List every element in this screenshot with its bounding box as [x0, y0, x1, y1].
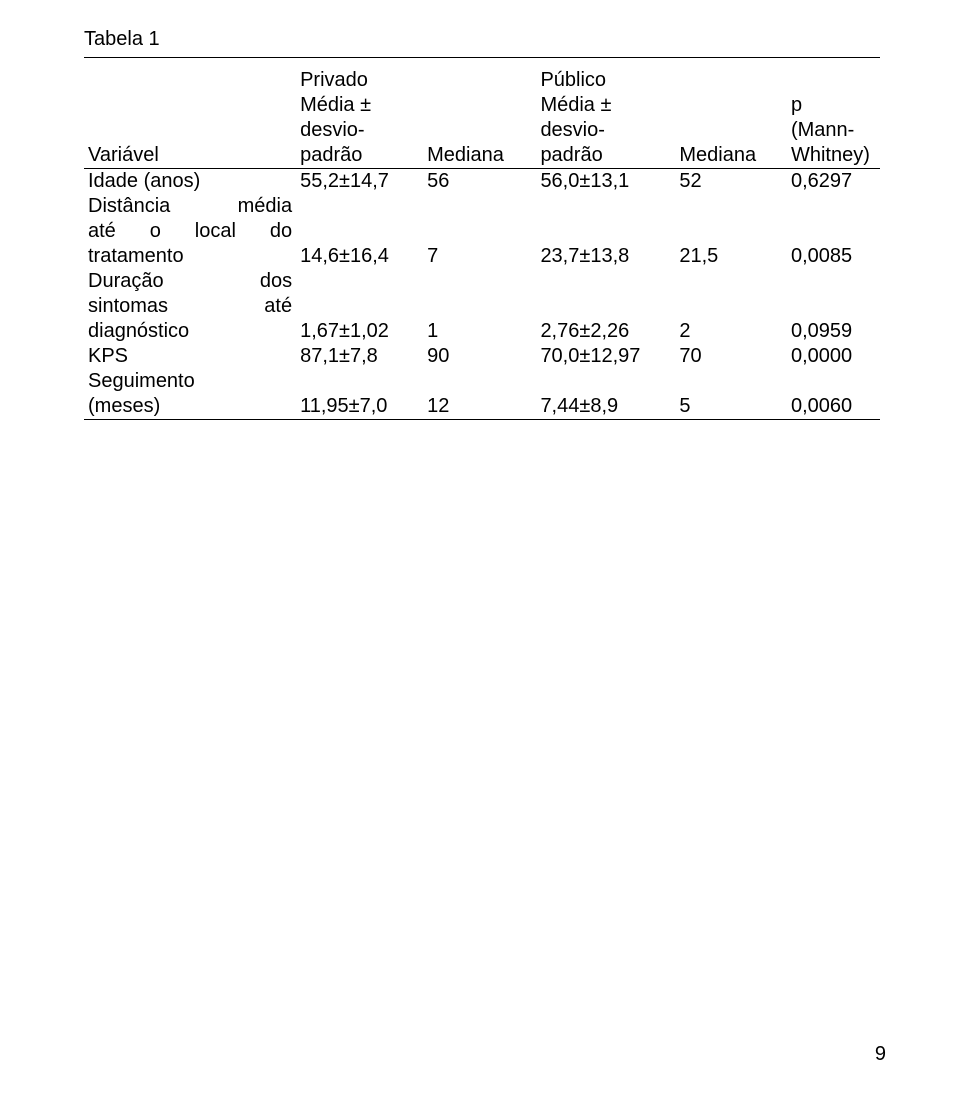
- cell: 55,2±14,7: [296, 169, 423, 195]
- table-row: Distância média: [84, 194, 880, 219]
- row-label: (meses): [84, 394, 296, 420]
- table-row: (meses) 11,95±7,0 12 7,44±8,9 5 0,0060: [84, 394, 880, 420]
- header-variavel: Variável: [84, 143, 296, 169]
- header-priv-mean-l2: desvio-: [296, 118, 423, 143]
- header-priv-med: Mediana: [423, 143, 536, 169]
- row-label: Duração dos: [84, 269, 296, 294]
- table-row: Seguimento: [84, 369, 880, 394]
- cell: 1: [423, 319, 536, 344]
- row-label: Seguimento: [84, 369, 296, 394]
- data-table: Privado Público Média ± Média ± p desvio…: [84, 57, 880, 420]
- page-number: 9: [0, 1043, 960, 1066]
- cell: 7: [423, 244, 536, 269]
- table-row: KPS 87,1±7,8 90 70,0±12,97 70 0,0000: [84, 344, 880, 369]
- row-label: até o local do: [84, 219, 296, 244]
- cell: 0,0085: [787, 244, 880, 269]
- cell: 14,6±16,4: [296, 244, 423, 269]
- header-row-2a: Média ± Média ± p: [84, 93, 880, 118]
- row-label: Idade (anos): [84, 169, 296, 195]
- table-row: sintomas até: [84, 294, 880, 319]
- row-label: KPS: [84, 344, 296, 369]
- header-p-l1: p: [787, 93, 880, 118]
- cell: 0,0000: [787, 344, 880, 369]
- row-label: tratamento: [84, 244, 296, 269]
- table-title: Tabela 1: [84, 28, 880, 51]
- cell: 0,0060: [787, 394, 880, 420]
- cell: 90: [423, 344, 536, 369]
- header-publico: Público: [536, 68, 675, 93]
- header-priv-mean-l3: padrão: [296, 143, 423, 169]
- cell: 11,95±7,0: [296, 394, 423, 420]
- cell: 12: [423, 394, 536, 420]
- cell: 23,7±13,8: [536, 244, 675, 269]
- header-pub-mean-l2: desvio-: [536, 118, 675, 143]
- header-pub-med: Mediana: [675, 143, 787, 169]
- cell: 87,1±7,8: [296, 344, 423, 369]
- header-privado: Privado: [296, 68, 423, 93]
- cell: 1,67±1,02: [296, 319, 423, 344]
- cell: 56: [423, 169, 536, 195]
- cell: 2,76±2,26: [536, 319, 675, 344]
- table-row: diagnóstico 1,67±1,02 1 2,76±2,26 2 0,09…: [84, 319, 880, 344]
- header-row-2c: Variável padrão Mediana padrão Mediana W…: [84, 143, 880, 169]
- table-row: até o local do: [84, 219, 880, 244]
- row-label: diagnóstico: [84, 319, 296, 344]
- table-row: tratamento 14,6±16,4 7 23,7±13,8 21,5 0,…: [84, 244, 880, 269]
- header-p-l3: Whitney): [787, 143, 880, 169]
- header-row-2b: desvio- desvio- (Mann-: [84, 118, 880, 143]
- cell: 70: [675, 344, 787, 369]
- cell: 7,44±8,9: [536, 394, 675, 420]
- cell: 2: [675, 319, 787, 344]
- row-label: sintomas até: [84, 294, 296, 319]
- cell: 56,0±13,1: [536, 169, 675, 195]
- cell: 0,6297: [787, 169, 880, 195]
- table-row: Duração dos: [84, 269, 880, 294]
- header-row-1: Privado Público: [84, 68, 880, 93]
- cell: 70,0±12,97: [536, 344, 675, 369]
- header-pub-mean-l1: Média ±: [536, 93, 675, 118]
- rule-top: [84, 58, 880, 69]
- cell: 21,5: [675, 244, 787, 269]
- row-label: Distância média: [84, 194, 296, 219]
- cell: 52: [675, 169, 787, 195]
- header-priv-mean-l1: Média ±: [296, 93, 423, 118]
- cell: 0,0959: [787, 319, 880, 344]
- header-pub-mean-l3: padrão: [536, 143, 675, 169]
- cell: 5: [675, 394, 787, 420]
- table-row: Idade (anos) 55,2±14,7 56 56,0±13,1 52 0…: [84, 169, 880, 195]
- header-p-l2: (Mann-: [787, 118, 880, 143]
